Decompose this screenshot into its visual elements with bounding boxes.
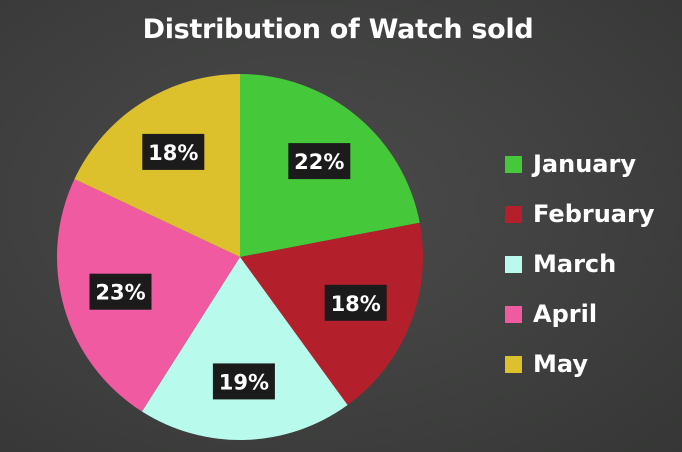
legend-label-january: January [533, 150, 636, 178]
legend-item-january: January [505, 139, 654, 189]
legend-label-march: March [533, 250, 617, 278]
legend-swatch-january [505, 155, 522, 173]
pie-label-april: 23% [89, 273, 152, 310]
legend-swatch-may [505, 355, 522, 373]
pie-label-text-march: 19% [219, 370, 269, 394]
legend-item-may: May [505, 339, 654, 389]
pie-label-box-may [142, 133, 205, 170]
pie-label-box-january [288, 143, 351, 180]
pie-labels: 22% 18% 19% 23% 18% [89, 133, 387, 400]
pie-slice-march [141, 257, 348, 440]
legend-swatch-april [505, 305, 522, 323]
legend-label-february: February [533, 200, 655, 228]
legend-label-april: April [533, 300, 598, 328]
pie-label-february: 18% [324, 284, 387, 321]
pie-label-text-april: 23% [95, 281, 145, 305]
legend: January February March April May [505, 139, 654, 389]
pie-label-box-april [89, 273, 152, 310]
legend-label-may: May [533, 350, 588, 378]
legend-item-march: March [505, 239, 654, 289]
pie-label-box-march [212, 363, 275, 400]
pie-label-text-may: 18% [148, 141, 198, 165]
legend-item-february: February [505, 189, 654, 239]
pie-label-may: 18% [142, 133, 205, 170]
legend-swatch-march [505, 255, 522, 273]
pie-label-january: 22% [288, 143, 351, 180]
pie-label-march: 19% [212, 363, 275, 400]
legend-swatch-february [505, 205, 522, 223]
legend-item-april: April [505, 289, 654, 339]
pie-label-text-february: 18% [331, 292, 381, 316]
chart-title: Distribution of Watch sold [142, 14, 534, 45]
pie-label-box-february [324, 284, 387, 321]
pie-label-text-january: 22% [294, 150, 344, 174]
